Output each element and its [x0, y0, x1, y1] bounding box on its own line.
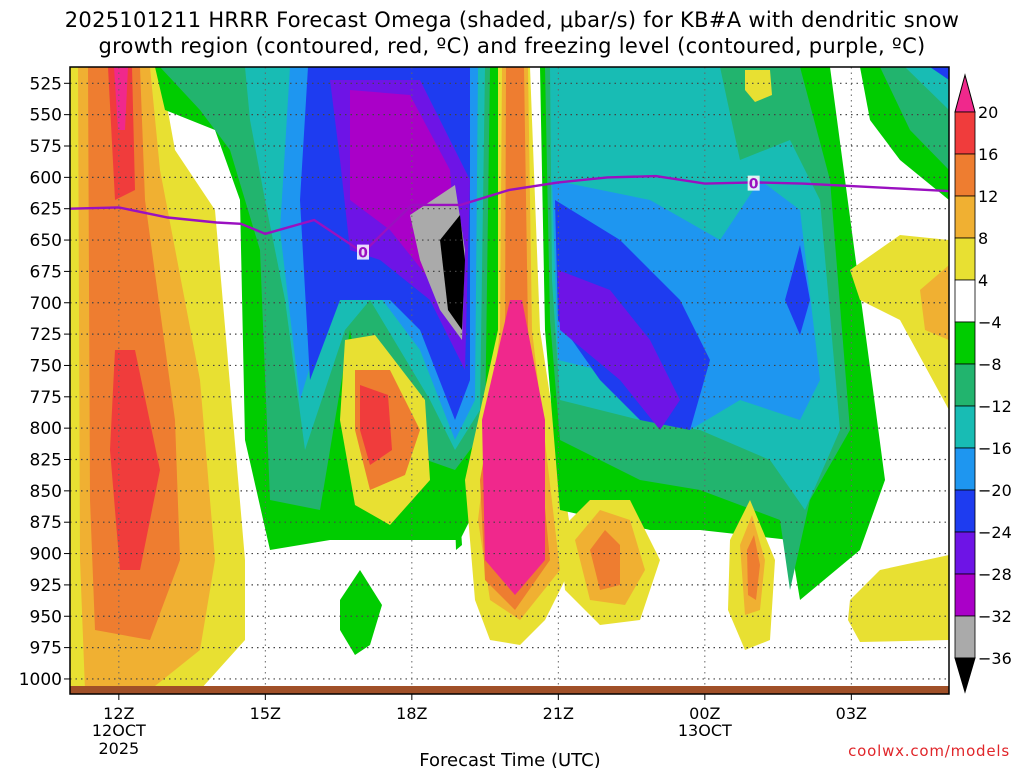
chart-title-line2: growth region (contoured, red, ºC) and f…	[98, 34, 926, 58]
y-tick-label: 900	[30, 545, 62, 565]
colorbar-segment	[954, 321, 976, 365]
colorbar-segment	[954, 279, 976, 323]
y-tick-label: 525	[30, 74, 62, 94]
freezing-level-label: 0	[749, 177, 759, 193]
colorbar-segment	[954, 489, 976, 533]
colorbar-label: 8	[978, 229, 988, 248]
omega-fill-col-magenta	[482, 300, 545, 595]
grid-lines	[70, 67, 949, 694]
colorbar-label: −32	[978, 607, 1012, 626]
x-tick-label: 18Z	[396, 704, 427, 723]
colorbar-segment	[954, 405, 976, 449]
x-tick-year: 2025	[98, 739, 139, 758]
y-tick-label: 575	[30, 137, 62, 157]
y-tick-label: 550	[30, 106, 62, 126]
x-tick-label: 00Z	[689, 704, 720, 723]
colorbar-segment	[954, 531, 976, 575]
colorbar-label: −36	[978, 649, 1012, 668]
y-tick-label: 1000	[19, 670, 62, 690]
colorbar-segment	[954, 573, 976, 617]
y-tick-label: 650	[30, 231, 62, 251]
x-tick-date: 12OCT	[92, 721, 146, 740]
chart-title-line1: 2025101211 HRRR Forecast Omega (shaded, …	[64, 8, 960, 32]
y-tick-label: 950	[30, 607, 62, 627]
credit-text: coolwx.com/models	[848, 742, 1010, 760]
y-axis: 525 550 575 600 625 650 675 700 725 750 775 800 825 8…	[19, 74, 70, 690]
colorbar-label: −8	[978, 355, 1002, 374]
omega-fill-black	[440, 215, 465, 330]
omega-fill-r2-orange	[747, 535, 760, 600]
omega-fill-left-magenta	[114, 67, 128, 130]
colorbar-bottom-arrow	[954, 657, 976, 694]
colorbar-label: 20	[978, 103, 998, 122]
colorbar-label: −4	[978, 313, 1002, 332]
freezing-level-label: 0	[358, 246, 368, 262]
omega-fill-r1-orange	[590, 530, 620, 590]
x-tick-label: 12Z	[103, 704, 134, 723]
x-tick-date: 13OCT	[678, 721, 732, 740]
colorbar-label: −28	[978, 565, 1012, 584]
colorbar: 20 16 12 8 4 −4 −8 −12 −16 −20 −24 −28 −32 −36	[954, 73, 1012, 694]
colorbar-label: 12	[978, 187, 998, 206]
colorbar-segment	[954, 363, 976, 407]
y-tick-label: 800	[30, 419, 62, 439]
plot-frame	[69, 66, 950, 695]
freezing-level: 00	[69, 174, 950, 262]
omega-fill-top-yellow	[745, 70, 772, 102]
colorbar-label: −16	[978, 439, 1012, 458]
y-tick-label: 600	[30, 168, 62, 188]
y-tick-label: 750	[30, 356, 62, 376]
colorbar-label: −12	[978, 397, 1012, 416]
colorbar-segment	[954, 447, 976, 491]
x-axis-label: Forecast Time (UTC)	[419, 750, 600, 768]
omega-fill-r5-blue	[930, 67, 949, 80]
colorbar-top-arrow	[954, 73, 976, 113]
y-tick-label: 700	[30, 294, 62, 314]
omega-fill-right-purple	[558, 270, 680, 430]
omega-fill-right-blue2	[785, 245, 810, 335]
freezing-label-bg	[357, 244, 369, 260]
freezing-label-bg	[747, 175, 760, 191]
colorbar-segment	[954, 153, 976, 197]
y-tick-label: 975	[30, 639, 62, 659]
colorbar-label: 16	[978, 145, 998, 164]
omega-fill-low-green	[340, 570, 382, 655]
y-tick-label: 625	[30, 200, 62, 220]
y-tick-label: 775	[30, 388, 62, 408]
colorbar-segment	[954, 111, 976, 155]
omega-fill-r5-cyan	[905, 67, 949, 110]
y-tick-label: 675	[30, 262, 62, 282]
y-tick-label: 875	[30, 513, 62, 533]
y-tick-label: 825	[30, 451, 62, 471]
omega-fill-r3-yellow	[848, 555, 949, 642]
x-tick-label: 03Z	[836, 704, 867, 723]
omega-fill-r4-yellow	[850, 235, 949, 410]
colorbar-label: −24	[978, 523, 1012, 542]
freezing-level-line	[69, 174, 950, 255]
colorbar-segment	[954, 615, 976, 659]
y-tick-label: 725	[30, 325, 62, 345]
colorbar-label: −20	[978, 481, 1012, 500]
omega-fill-left-red	[108, 67, 160, 570]
omega-shading	[70, 67, 949, 694]
x-tick-label: 15Z	[250, 704, 281, 723]
colorbar-segment	[954, 237, 976, 281]
omega-fill-mid-red	[360, 385, 392, 465]
omega-fill-right-blue	[555, 200, 710, 430]
x-tick-label: 21Z	[543, 704, 574, 723]
colorbar-segment	[954, 195, 976, 239]
y-tick-label: 925	[30, 576, 62, 596]
ground-surface	[70, 686, 949, 694]
omega-fill-sliver-green	[455, 512, 462, 550]
y-tick-label: 850	[30, 482, 62, 502]
colorbar-label: 4	[978, 271, 988, 290]
